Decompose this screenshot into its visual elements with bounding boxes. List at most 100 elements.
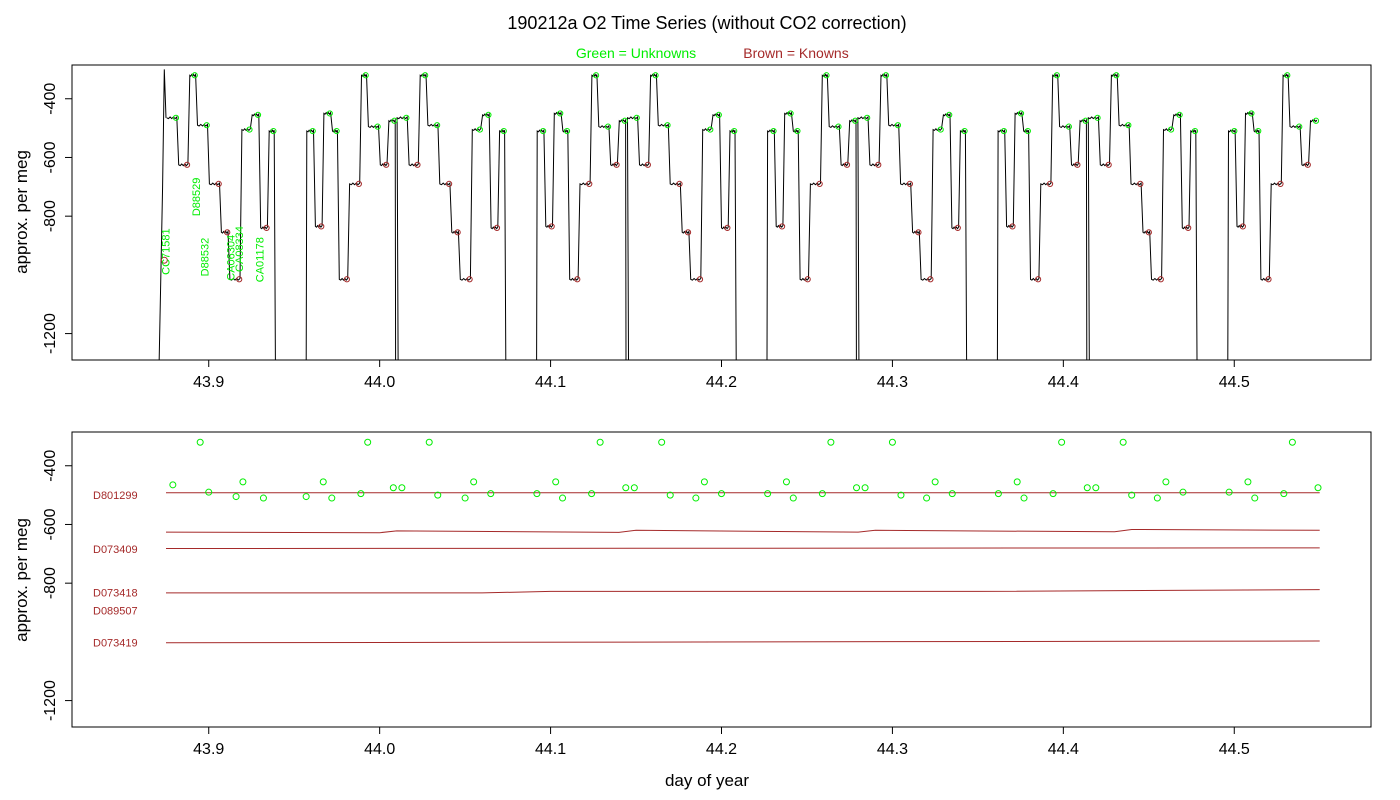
unknown-point	[666, 491, 674, 499]
unknown-point	[1119, 438, 1127, 446]
unknown-point	[557, 110, 564, 117]
top-x-tick-label: 43.9	[193, 374, 224, 391]
known-point	[906, 180, 914, 187]
unknown-point	[362, 72, 369, 79]
known-point	[586, 180, 593, 187]
unknown-point	[563, 127, 571, 135]
unknown-point	[864, 114, 871, 121]
unknown-point	[1248, 110, 1255, 117]
unknown-point	[1083, 484, 1091, 492]
bottom-x-tick-label: 44.2	[706, 741, 737, 758]
unknown-point	[994, 490, 1002, 498]
unknown-point	[707, 126, 714, 133]
unknown-point	[246, 126, 253, 133]
unknown-point	[1153, 494, 1161, 502]
unknown-point	[1312, 117, 1320, 124]
known-point	[804, 276, 811, 283]
unknown-point	[169, 481, 177, 489]
unknown-point	[302, 493, 310, 501]
unknown-point	[664, 122, 671, 129]
unknown-point	[770, 127, 777, 135]
unknown-point	[782, 478, 790, 486]
unknown-point	[398, 484, 406, 492]
unknown-point	[946, 111, 953, 119]
unknown-point	[357, 490, 365, 498]
known-point	[263, 224, 270, 232]
unknown-point	[1128, 491, 1136, 499]
unknown-point	[1251, 494, 1259, 502]
unknown-point	[622, 484, 630, 492]
known-point	[927, 276, 934, 283]
unknown-point	[596, 438, 604, 446]
unknown-point	[853, 484, 861, 492]
unknown-point	[1288, 438, 1296, 446]
unknown-point	[1000, 127, 1008, 135]
known-point	[1137, 180, 1144, 187]
unknown-point	[731, 127, 738, 135]
known-point	[696, 276, 704, 283]
unknown-point	[1065, 123, 1072, 130]
known-point	[1074, 161, 1081, 168]
known-point	[548, 223, 555, 230]
top-plot-area	[158, 69, 1320, 361]
top-y-axis: -400 -600 -800 -1200	[42, 83, 72, 354]
unknown-point	[232, 493, 240, 501]
unknown-point	[592, 72, 600, 79]
known-point	[1157, 276, 1164, 283]
unknown-point	[203, 122, 210, 129]
unknown-point	[715, 111, 722, 119]
o2-trace-line	[305, 73, 397, 361]
unknown-point	[861, 484, 869, 492]
top-y-tick-label: -600	[42, 141, 59, 173]
unknown-point	[403, 114, 410, 121]
bottom-x-tick-label: 44.0	[364, 741, 395, 758]
known-point	[454, 229, 461, 236]
known-point	[676, 180, 683, 187]
unknown-point	[1125, 122, 1132, 129]
known-point	[1304, 161, 1311, 168]
known-point	[383, 161, 390, 168]
known-point	[778, 223, 786, 230]
unknown-point	[787, 110, 794, 117]
unknown-point	[470, 478, 478, 486]
known-point	[1265, 276, 1272, 283]
top-y-tick-label: -400	[42, 83, 59, 115]
unknown-point	[254, 111, 262, 119]
sample-label: D88529	[191, 178, 203, 217]
unknown-point	[1179, 488, 1187, 496]
known-point	[684, 229, 692, 236]
unknown-point	[948, 490, 956, 498]
known-point	[875, 161, 882, 168]
unknown-point	[1176, 111, 1183, 119]
unknown-point	[718, 490, 725, 498]
known-point	[414, 161, 421, 168]
series-label: D089507	[93, 605, 138, 617]
top-x-tick-label: 44.4	[1048, 374, 1079, 391]
o2-trace-line	[536, 73, 627, 361]
unknown-point	[961, 127, 968, 135]
unknown-point	[1162, 478, 1170, 486]
bottom-y-tick-label: -800	[42, 567, 59, 599]
unknown-point	[391, 117, 398, 124]
bottom-x-tick-label: 44.5	[1219, 741, 1250, 758]
unknown-point	[1191, 127, 1199, 135]
top-y-tick-label: -800	[42, 200, 59, 232]
unknown-point	[1082, 117, 1089, 124]
unknown-point	[559, 494, 567, 502]
unknown-point	[476, 126, 483, 133]
known-point	[1239, 223, 1246, 230]
unknown-point	[196, 438, 204, 446]
unknown-point	[259, 494, 267, 502]
known-point	[816, 180, 823, 187]
bottom-y-tick-label: -400	[42, 450, 59, 482]
unknown-point	[485, 111, 492, 119]
unknown-point	[1049, 490, 1057, 498]
unknown-point	[1255, 127, 1262, 135]
unknown-point	[897, 491, 905, 499]
known-point	[1185, 224, 1192, 232]
unknown-point	[364, 438, 372, 446]
unknown-point	[500, 127, 507, 135]
unknown-point	[852, 117, 859, 124]
